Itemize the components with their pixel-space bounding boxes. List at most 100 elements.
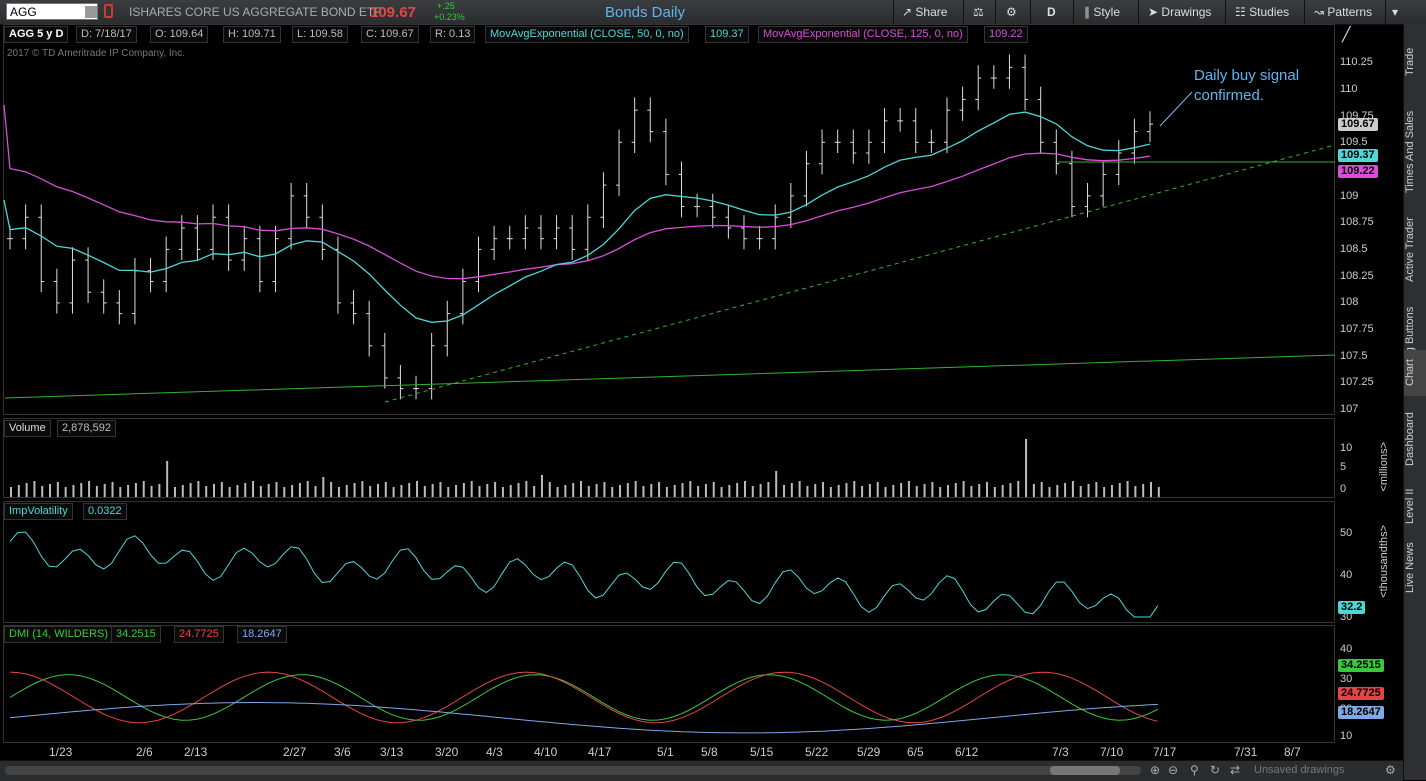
volume-bar <box>790 483 793 497</box>
volume-bar <box>1134 486 1137 497</box>
time-tick: 3/13 <box>380 745 404 759</box>
price-tick: 110.25 <box>1340 56 1373 68</box>
flask-icon[interactable]: ⚖ <box>973 5 984 19</box>
volume-bar <box>330 482 333 497</box>
price-bar <box>428 332 435 400</box>
volume-bar <box>244 483 247 497</box>
draw-line-icon[interactable]: ╱ <box>1342 26 1351 42</box>
time-tick: 4/10 <box>534 745 558 759</box>
volume-bar <box>993 487 996 497</box>
time-tick: 5/15 <box>750 745 774 759</box>
price-bar <box>584 204 591 261</box>
horizontal-scrollbar[interactable] <box>5 766 1141 775</box>
tab-active-trader[interactable]: Active Trader <box>1404 217 1416 283</box>
price-bar <box>241 225 248 271</box>
tab-dashboard[interactable]: Dashboard <box>1404 412 1416 466</box>
price-bar <box>537 215 544 250</box>
price-bar <box>631 97 638 154</box>
price-bar <box>319 204 326 261</box>
volume-bar <box>111 482 114 497</box>
volume-bar <box>978 484 981 497</box>
company-name: ISHARES CORE US AGGREGATE BOND ETF <box>129 5 382 19</box>
tab-live-news[interactable]: Live News <box>1404 542 1416 594</box>
volume-bar <box>642 486 645 497</box>
volume-bar <box>1048 487 1051 497</box>
volume-bar <box>17 485 20 497</box>
volume-bar <box>868 484 871 497</box>
period-button[interactable]: D <box>1047 5 1056 19</box>
volume-bar <box>712 482 715 497</box>
price-bar <box>1022 54 1029 111</box>
alert-icon[interactable] <box>104 4 113 18</box>
volume-bar <box>150 486 153 497</box>
volume-bar <box>252 481 255 497</box>
volume-bar <box>10 487 12 497</box>
studies-button[interactable]: ☷ Studies <box>1235 5 1290 19</box>
volume-bar <box>423 486 426 497</box>
volume-bar <box>939 487 942 497</box>
volume-bar <box>119 487 122 497</box>
price-bar <box>1084 182 1091 218</box>
price-bar <box>943 97 950 154</box>
volume-bar <box>1157 487 1160 497</box>
side-tabs: Trade Times And Sales Active Trader Big … <box>1403 24 1426 780</box>
bar-close: C: 109.67 <box>361 26 419 43</box>
price-bar <box>131 257 138 325</box>
price-bar <box>288 182 295 250</box>
zoom-in-icon[interactable]: ⊕ <box>1150 763 1161 777</box>
volume-panel[interactable] <box>3 418 1335 498</box>
volume-tick: 5 <box>1340 461 1347 473</box>
symbol-input[interactable]: AGG <box>10 5 37 19</box>
volume-bar <box>572 483 575 497</box>
magnifier-icon[interactable]: ⚲ <box>1190 763 1199 777</box>
rising-trendline <box>384 144 1336 403</box>
chart-canvas[interactable] <box>0 0 1336 745</box>
gear-icon[interactable]: ⚙ <box>1006 5 1017 19</box>
patterns-icon: ↝ <box>1314 5 1325 19</box>
price-bar <box>1006 54 1013 89</box>
price-bar <box>975 65 982 111</box>
volume-bar <box>361 481 364 497</box>
tab-trade[interactable]: Trade <box>1404 47 1416 77</box>
time-tick: 3/20 <box>435 745 459 759</box>
volume-value: 2,878,592 <box>57 420 116 437</box>
settings-icon[interactable]: ⚙ <box>1385 763 1396 777</box>
price-bar <box>194 215 201 261</box>
price-bar <box>990 65 997 89</box>
dmi-minus-value: 24.7725 <box>174 626 224 643</box>
volume-bar <box>353 483 356 497</box>
volume-bar <box>619 485 622 497</box>
time-tick: 8/7 <box>1284 745 1301 759</box>
iv-panel[interactable] <box>3 501 1335 623</box>
dmi-tick: 10 <box>1340 730 1353 742</box>
tab-chart[interactable]: Chart <box>1404 350 1426 396</box>
price-bar <box>350 290 357 325</box>
scrollbar-thumb[interactable] <box>1050 766 1120 775</box>
share-button[interactable]: ↗ Share <box>902 5 948 19</box>
time-tick: 4/3 <box>486 745 503 759</box>
symbol-field[interactable]: AGG <box>6 3 98 20</box>
pan-icon[interactable]: ⇄ <box>1230 763 1241 777</box>
volume-bar <box>1150 482 1152 497</box>
volume-bar <box>337 487 340 497</box>
chevron-down-icon[interactable] <box>85 6 97 18</box>
minus-di-line <box>9 671 1158 724</box>
iv-line <box>9 531 1159 618</box>
drawings-button[interactable]: ➤ Drawings <box>1148 5 1212 19</box>
dmi-panel[interactable] <box>3 625 1335 743</box>
unsaved-drawings-label: Unsaved drawings <box>1254 764 1345 776</box>
price-bar <box>1053 129 1060 175</box>
volume-bar <box>416 481 419 497</box>
zoom-out-icon[interactable]: ⊖ <box>1168 763 1179 777</box>
chevron-down-icon[interactable]: ▾ <box>1392 5 1399 19</box>
iv-last-label: 32.2 <box>1338 601 1366 614</box>
patterns-button[interactable]: ↝ Patterns <box>1314 5 1373 19</box>
style-button[interactable]: ∥ Style <box>1084 5 1121 19</box>
reset-icon[interactable]: ↻ <box>1210 763 1221 777</box>
price-panel[interactable] <box>3 24 1335 415</box>
tab-level-ii[interactable]: Level II <box>1404 488 1416 524</box>
volume-bar <box>158 484 161 497</box>
volume-bar <box>1087 484 1090 497</box>
volume-bar <box>220 482 223 497</box>
tab-times-and-sales[interactable]: Times And Sales <box>1404 110 1416 194</box>
